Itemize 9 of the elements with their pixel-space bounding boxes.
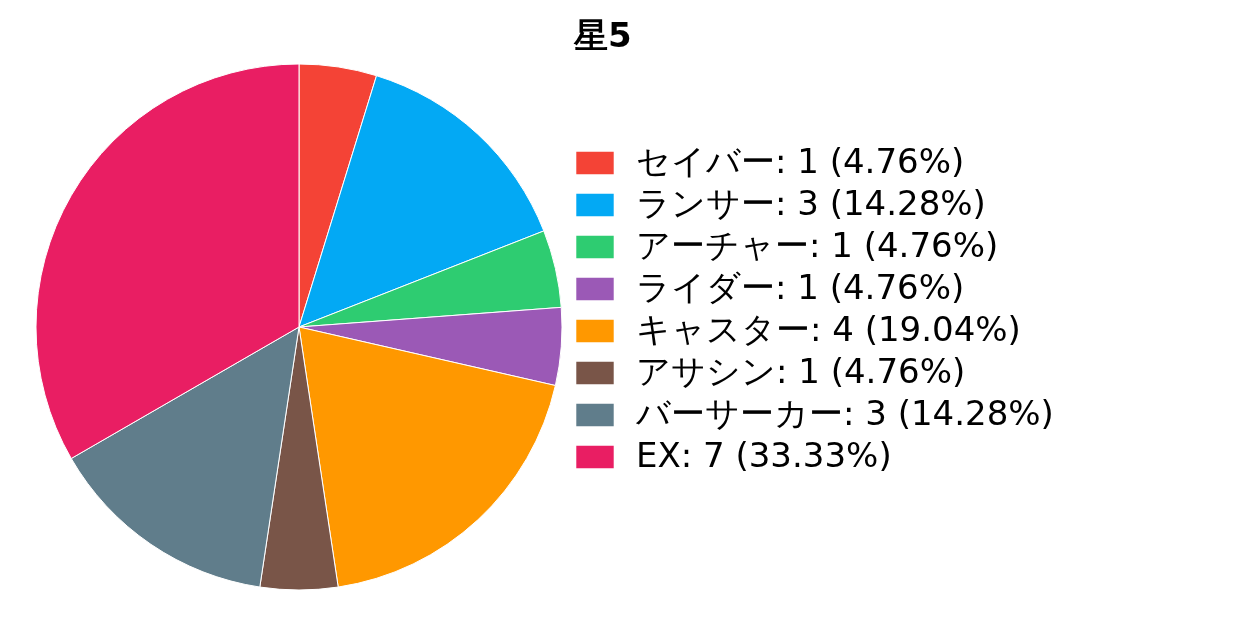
legend-label: ランサー: 3 (14.28%) bbox=[636, 183, 986, 223]
chart-title: 星5 bbox=[573, 15, 632, 55]
legend-label: アサシン: 1 (4.76%) bbox=[636, 351, 966, 391]
legend-label: EX: 7 (33.33%) bbox=[636, 435, 892, 475]
legend-label: セイバー: 1 (4.76%) bbox=[636, 141, 965, 181]
legend-label: キャスター: 4 (19.04%) bbox=[636, 309, 1021, 349]
legend-label: バーサーカー: 3 (14.28%) bbox=[635, 393, 1054, 433]
legend-label: アーチャー: 1 (4.76%) bbox=[636, 225, 999, 265]
legend-label: ライダー: 1 (4.76%) bbox=[636, 267, 965, 307]
